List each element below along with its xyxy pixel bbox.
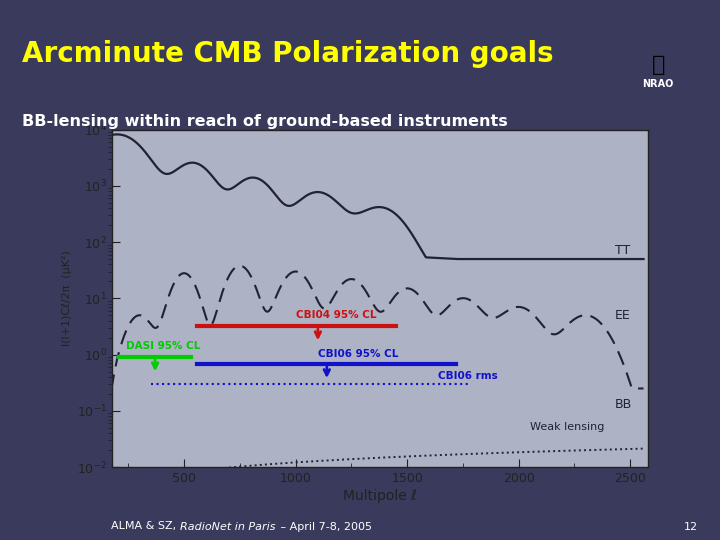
Text: CBI06 rms: CBI06 rms [438, 371, 498, 381]
Text: BB: BB [615, 398, 631, 411]
Text: Weak lensing: Weak lensing [530, 422, 604, 432]
Text: 12: 12 [684, 522, 698, 531]
Text: ALMA & SZ,: ALMA & SZ, [112, 522, 180, 531]
Text: CBI04 95% CL: CBI04 95% CL [296, 309, 376, 320]
Text: BB-lensing within reach of ground-based instruments: BB-lensing within reach of ground-based … [22, 114, 508, 129]
Text: CBI06 95% CL: CBI06 95% CL [318, 349, 398, 359]
Text: TT: TT [615, 244, 630, 258]
Text: 📡: 📡 [652, 55, 665, 75]
Text: NRAO: NRAO [642, 79, 674, 90]
Text: – April 7-8, 2005: – April 7-8, 2005 [277, 522, 372, 531]
Text: Arcminute CMB Polarization goals: Arcminute CMB Polarization goals [22, 40, 553, 68]
X-axis label: Multipole ℓ: Multipole ℓ [343, 489, 417, 503]
Text: EE: EE [615, 309, 630, 322]
Y-axis label: l(l+1)Cℓ/2π  (μK²): l(l+1)Cℓ/2π (μK²) [63, 251, 73, 346]
Text: RadioNet in Paris: RadioNet in Paris [180, 522, 276, 531]
Text: DASI 95% CL: DASI 95% CL [126, 341, 200, 351]
